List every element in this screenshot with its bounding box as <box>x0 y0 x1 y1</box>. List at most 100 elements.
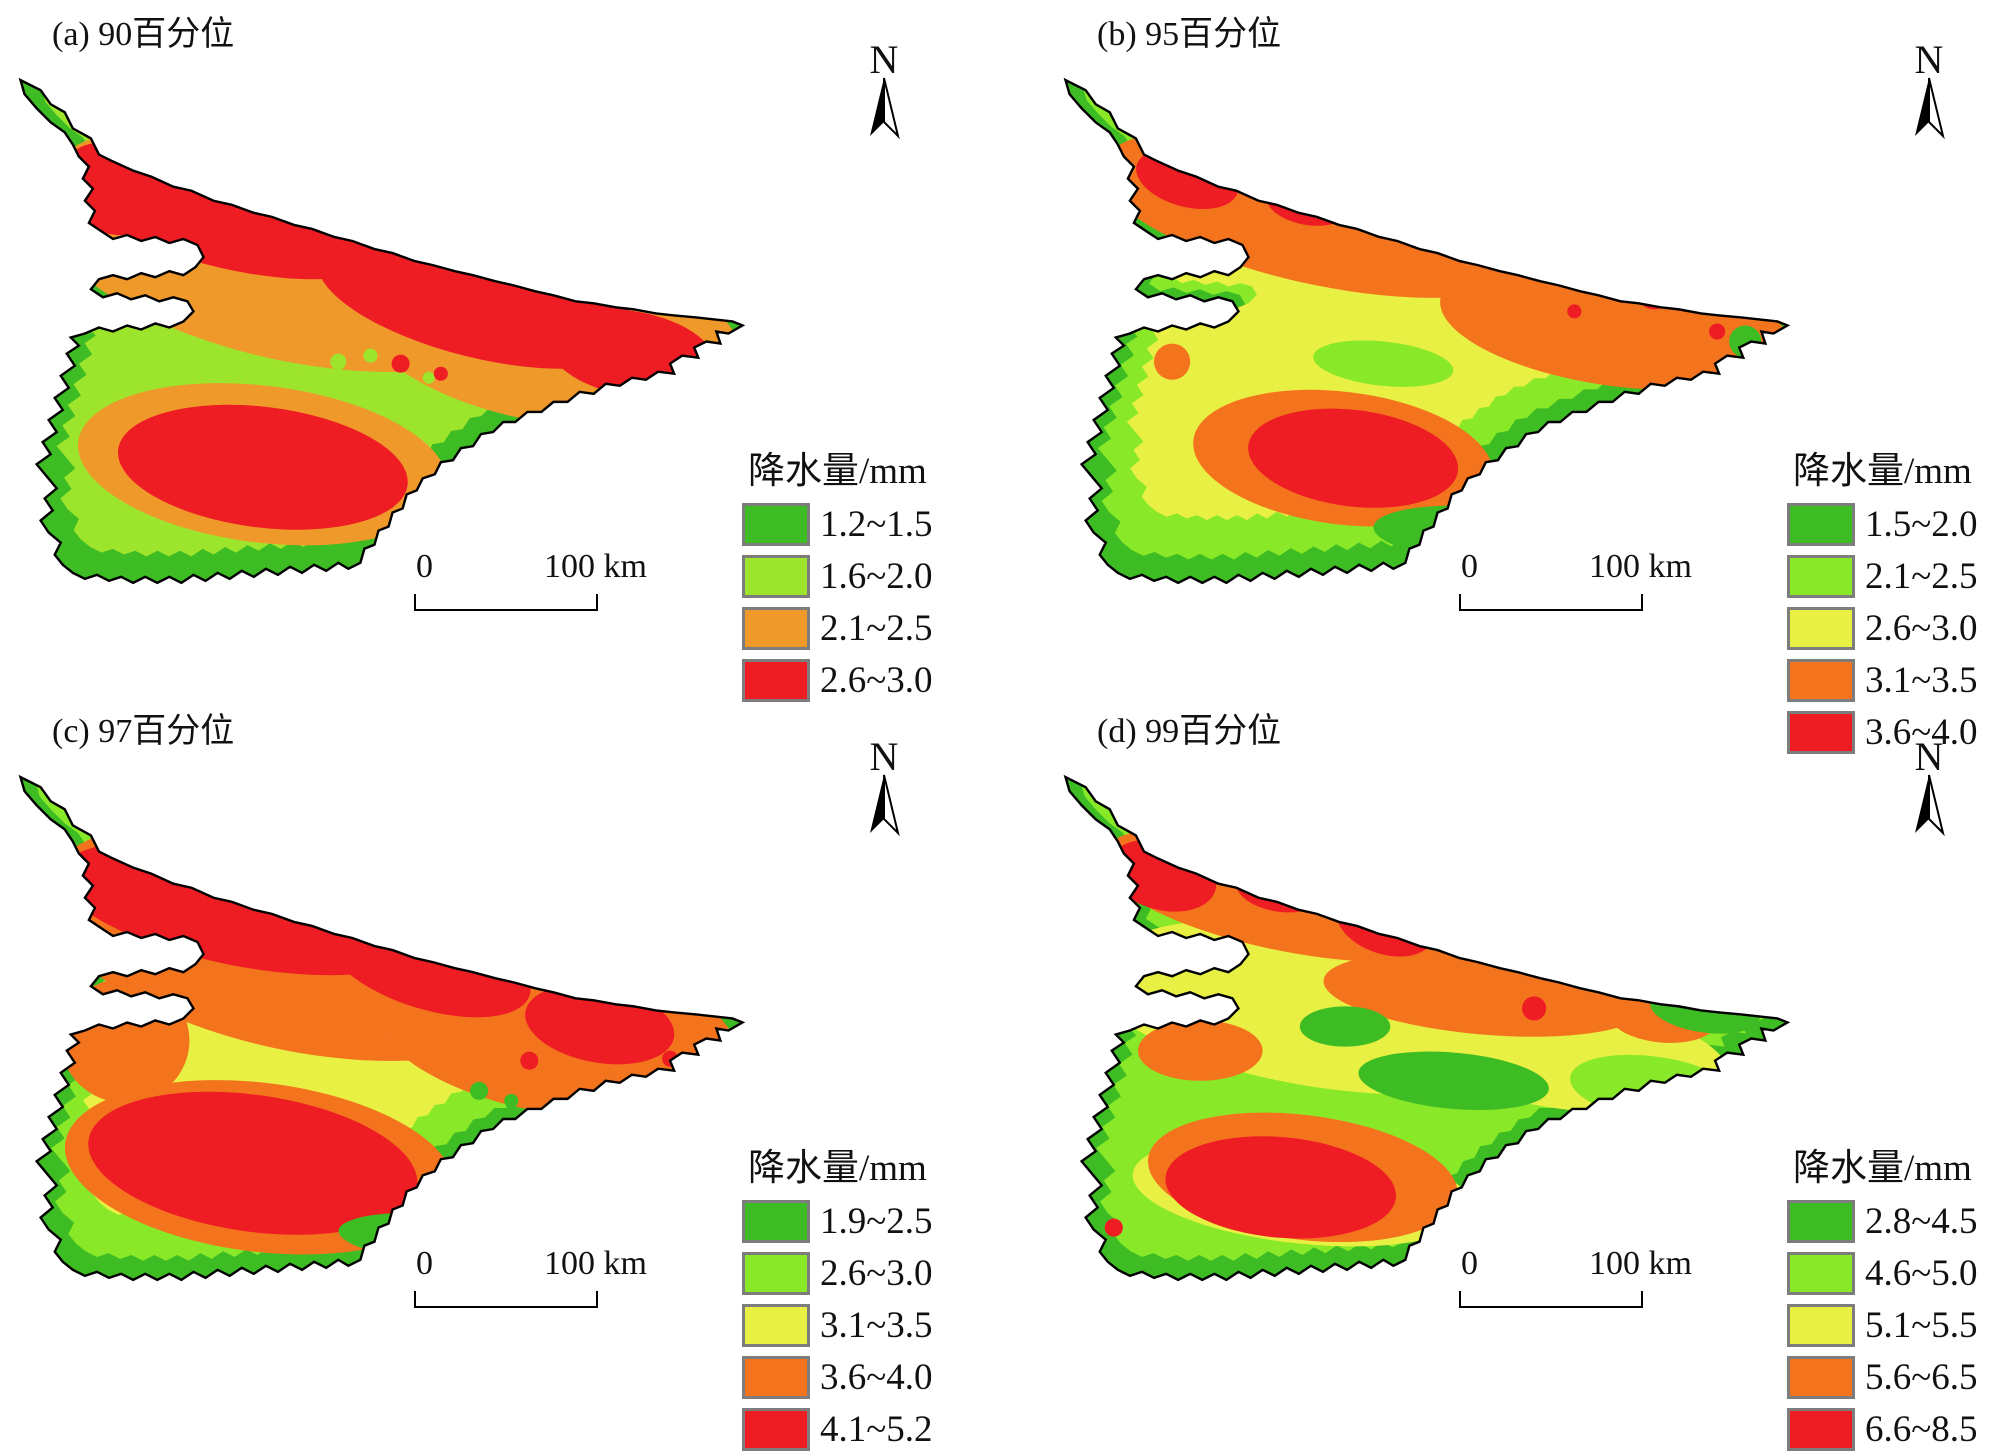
legend-item: 1.2~1.5 <box>742 503 998 546</box>
legend-swatch <box>742 1200 810 1243</box>
legend-label: 2.8~4.5 <box>1865 1201 1978 1242</box>
precip-fill-layers <box>20 777 743 1280</box>
legend-label: 3.6~4.0 <box>1865 712 1978 753</box>
precipitation-map-97th <box>19 775 744 1282</box>
compass-needle-icon <box>1915 77 1945 140</box>
legend-item: 2.6~3.0 <box>742 659 998 702</box>
legend-label: 2.1~2.5 <box>820 608 933 649</box>
compass-needle-icon <box>1915 774 1945 837</box>
legend-item: 3.1~3.5 <box>1787 659 2000 702</box>
legend-item: 2.6~3.0 <box>1787 607 2000 650</box>
legend-label: 2.6~3.0 <box>820 660 933 701</box>
scale-bracket <box>414 1291 598 1308</box>
compass-needle-icon <box>870 774 900 837</box>
legend-swatch <box>1787 1200 1855 1243</box>
legend-swatch <box>1787 711 1855 754</box>
scale-bar: 0 100 km <box>1437 548 1737 628</box>
scale-100km-label: 100 km <box>544 1245 647 1282</box>
legend-swatch <box>742 1356 810 1399</box>
north-label: N <box>1914 37 1944 82</box>
legend-swatch <box>1787 555 1855 598</box>
legend-swatch <box>1787 1304 1855 1347</box>
panel-95th-percentile: (b) 95百分位 <box>1045 0 2000 754</box>
legend-swatch <box>742 607 810 650</box>
legend-label: 6.6~8.5 <box>1865 1409 1978 1450</box>
scale-zero-label: 0 <box>416 548 433 585</box>
legend-item: 2.8~4.5 <box>1787 1200 2000 1243</box>
legend-item: 1.6~2.0 <box>742 555 998 598</box>
legend-item: 2.1~2.5 <box>1787 555 2000 598</box>
legend-item: 6.6~8.5 <box>1787 1408 2000 1451</box>
precip-fill-layers <box>1065 777 1788 1280</box>
precipitation-map-95th <box>1064 78 1789 585</box>
legend-title: 降水量/mm <box>1793 451 1972 492</box>
legend-item: 3.6~4.0 <box>1787 711 2000 754</box>
legend-item: 3.1~3.5 <box>742 1304 998 1347</box>
scale-100km-label: 100 km <box>1589 548 1692 585</box>
legend: 降水量/mm 1.9~2.5 2.6~3.0 3.1~3.5 3.6~4.0 4… <box>742 1137 998 1451</box>
scale-bar: 0 100 km <box>392 1245 692 1325</box>
panel-90th-percentile: (a) 90百分位 N <box>0 0 1000 702</box>
scale-bracket <box>414 594 598 611</box>
scale-bracket <box>1459 1291 1643 1308</box>
legend-label: 5.1~5.5 <box>1865 1305 1978 1346</box>
legend-item: 3.6~4.0 <box>742 1356 998 1399</box>
scale-zero-label: 0 <box>1461 1245 1478 1282</box>
legend-label: 1.6~2.0 <box>820 556 933 597</box>
legend: 降水量/mm 2.8~4.5 4.6~5.0 5.1~5.5 5.6~6.5 6… <box>1787 1137 2000 1451</box>
legend-swatch <box>742 659 810 702</box>
legend-item: 1.9~2.5 <box>742 1200 998 1243</box>
legend-label: 2.6~3.0 <box>820 1253 933 1294</box>
legend-label: 1.9~2.5 <box>820 1201 933 1242</box>
compass-needle-icon <box>870 77 900 140</box>
legend-title: 降水量/mm <box>748 1148 927 1189</box>
legend-label: 4.6~5.0 <box>1865 1253 1978 1294</box>
panel-99th-percentile: (d) 99百分位 <box>1045 697 2000 1451</box>
legend-item: 5.6~6.5 <box>1787 1356 2000 1399</box>
legend-item: 4.1~5.2 <box>742 1408 998 1451</box>
legend-swatch <box>1787 1252 1855 1295</box>
panel-title: (a) 90百分位 <box>52 16 235 53</box>
scale-100km-label: 100 km <box>544 548 647 585</box>
scale-100km-label: 100 km <box>1589 1245 1692 1282</box>
legend-label: 2.6~3.0 <box>1865 608 1978 649</box>
scale-bracket <box>1459 594 1643 611</box>
precipitation-map-99th <box>1064 775 1789 1282</box>
north-arrow: N <box>1903 737 1955 839</box>
legend-label: 1.2~1.5 <box>820 504 933 545</box>
legend-swatch <box>742 1252 810 1295</box>
legend-item: 5.1~5.5 <box>1787 1304 2000 1347</box>
legend-item: 4.6~5.0 <box>1787 1252 2000 1295</box>
legend-swatch <box>742 1408 810 1451</box>
panel-97th-percentile: (c) 97百分位 <box>0 697 1000 1451</box>
legend-label: 3.1~3.5 <box>820 1305 933 1346</box>
legend-title: 降水量/mm <box>748 451 927 492</box>
legend-label: 5.6~6.5 <box>1865 1357 1978 1398</box>
north-label: N <box>869 734 899 779</box>
north-arrow: N <box>858 40 910 142</box>
scale-zero-label: 0 <box>1461 548 1478 585</box>
legend-label: 1.5~2.0 <box>1865 504 1978 545</box>
scale-bar: 0 100 km <box>392 548 692 628</box>
legend-swatch <box>1787 659 1855 702</box>
legend-label: 2.1~2.5 <box>1865 556 1978 597</box>
north-label: N <box>1914 734 1944 779</box>
precipitation-map-90th <box>19 78 744 585</box>
north-label: N <box>869 37 899 82</box>
legend-title: 降水量/mm <box>1793 1148 1972 1189</box>
north-arrow: N <box>1903 40 1955 142</box>
legend: 降水量/mm 1.2~1.5 1.6~2.0 2.1~2.5 2.6~3.0 <box>742 440 998 702</box>
legend-swatch <box>1787 1408 1855 1451</box>
legend-label: 3.1~3.5 <box>1865 660 1978 701</box>
panel-title: (d) 99百分位 <box>1097 713 1282 750</box>
legend: 降水量/mm 1.5~2.0 2.1~2.5 2.6~3.0 3.1~3.5 3… <box>1787 440 2000 754</box>
legend-item: 2.1~2.5 <box>742 607 998 650</box>
scale-zero-label: 0 <box>416 1245 433 1282</box>
legend-swatch <box>1787 607 1855 650</box>
scale-bar: 0 100 km <box>1437 1245 1737 1325</box>
panel-title: (c) 97百分位 <box>52 713 235 750</box>
precip-speckles-lightgreen <box>302 348 435 384</box>
legend-swatch <box>1787 503 1855 546</box>
legend-swatch <box>742 503 810 546</box>
precip-fill-layers <box>20 80 743 583</box>
